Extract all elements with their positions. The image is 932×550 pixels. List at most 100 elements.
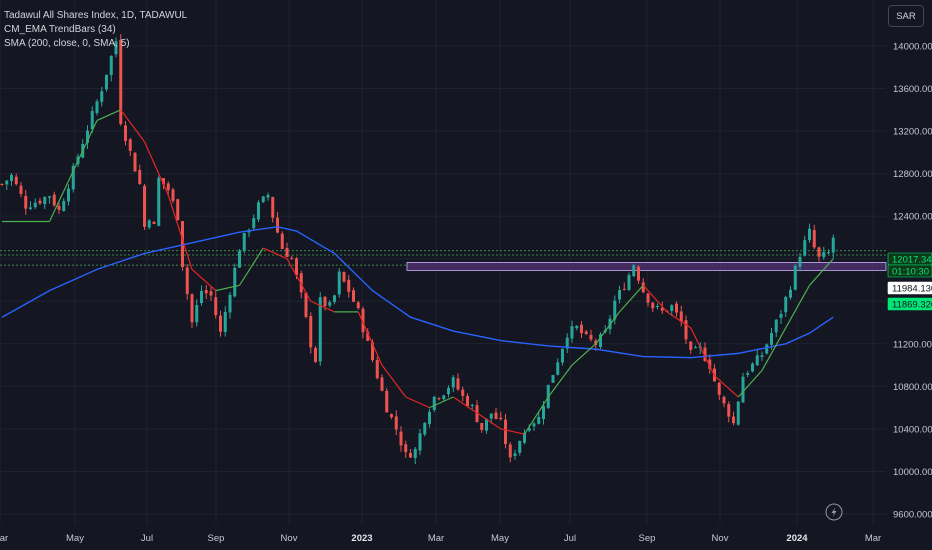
candle-body bbox=[413, 448, 417, 458]
candle-body bbox=[599, 334, 602, 347]
candle-body bbox=[271, 197, 275, 218]
supply-zone bbox=[406, 262, 887, 271]
candle-body bbox=[789, 289, 792, 298]
candle-body bbox=[304, 292, 308, 317]
candle-body bbox=[637, 266, 640, 281]
candle-body bbox=[114, 41, 118, 55]
candle-body bbox=[551, 375, 555, 383]
candle-body bbox=[299, 273, 303, 293]
candle-body bbox=[499, 417, 503, 420]
price-tag-label: 12017.340 bbox=[892, 255, 932, 266]
candle-body bbox=[447, 388, 450, 395]
candle-body bbox=[261, 196, 265, 203]
chart-legend: Tadawul All Shares Index, 1D, TADAWUL CM… bbox=[4, 9, 187, 51]
candle-body bbox=[689, 341, 693, 350]
candle-body bbox=[527, 428, 531, 431]
ema-segment bbox=[143, 141, 169, 196]
indicator-sma[interactable]: SMA (200, close, 0, SMA, 5) bbox=[4, 38, 130, 49]
y-tick-label: 13600.000 bbox=[893, 84, 932, 95]
candle-body bbox=[204, 290, 208, 294]
lightning-icon[interactable] bbox=[825, 503, 843, 521]
candle-body bbox=[613, 300, 617, 320]
candle-body bbox=[143, 185, 146, 227]
candle-body bbox=[214, 297, 218, 316]
candle-body bbox=[466, 395, 469, 407]
candle-body bbox=[242, 233, 246, 251]
candle-body bbox=[95, 101, 99, 114]
candle-body bbox=[62, 201, 66, 212]
candle-body bbox=[827, 252, 830, 254]
candle-body bbox=[556, 362, 560, 375]
x-tick-label: Mar bbox=[0, 533, 8, 544]
candle-body bbox=[24, 195, 28, 209]
candle-body bbox=[518, 441, 522, 453]
candle-body bbox=[641, 282, 645, 293]
ema-segment bbox=[263, 247, 288, 260]
candle-body bbox=[67, 188, 70, 202]
candle-body bbox=[722, 396, 726, 404]
indicator-ema[interactable]: CM_EMA TrendBars (34) bbox=[4, 24, 116, 35]
ema-segment bbox=[761, 327, 787, 371]
time-axis[interactable]: Mar May Jul Sep Nov 2023 Mar May Jul Sep Nov 2024 Ma… bbox=[0, 533, 881, 544]
candle-body bbox=[0, 184, 4, 186]
ema-segment bbox=[642, 284, 668, 313]
y-tick-label: 12800.000 bbox=[893, 169, 932, 180]
candle-body bbox=[318, 297, 322, 362]
candle-body bbox=[774, 319, 778, 333]
candle-body bbox=[627, 274, 631, 290]
candle-body bbox=[646, 293, 650, 303]
candle-body bbox=[565, 337, 569, 349]
ema-segment bbox=[571, 343, 597, 366]
candle-body bbox=[561, 348, 564, 363]
x-tick-label: 2024 bbox=[786, 533, 808, 544]
ema-segment bbox=[286, 258, 312, 302]
candle-body bbox=[171, 189, 175, 201]
candle-body bbox=[717, 382, 721, 395]
candle-body bbox=[309, 316, 313, 348]
candle-body bbox=[575, 325, 579, 329]
price-tag-label: 11869.320 bbox=[892, 300, 932, 311]
ema-segment bbox=[666, 311, 692, 329]
candle-body bbox=[328, 302, 332, 306]
candle-body bbox=[257, 202, 260, 220]
candle-body bbox=[105, 74, 108, 90]
candle-body bbox=[252, 218, 256, 229]
candle-body bbox=[333, 295, 336, 302]
currency-button[interactable]: SAR bbox=[888, 5, 924, 27]
price-axis[interactable]: 14000.000 13600.000 13200.000 12800.000 1240… bbox=[893, 42, 932, 521]
candle-body bbox=[361, 308, 365, 333]
candle-body bbox=[537, 416, 541, 424]
ema-segment bbox=[429, 396, 454, 409]
candle-body bbox=[808, 228, 811, 241]
candle-body bbox=[266, 195, 270, 198]
candle-body bbox=[656, 305, 659, 307]
ema-segment bbox=[476, 412, 502, 430]
sma-line bbox=[1, 226, 834, 359]
y-tick-label: 11200.000 bbox=[893, 339, 932, 350]
symbol-title[interactable]: Tadawul All Shares Index, 1D, TADAWUL bbox=[4, 10, 188, 21]
candle-body bbox=[442, 395, 446, 400]
ema-segment bbox=[357, 311, 383, 366]
ema-segment bbox=[785, 285, 811, 329]
candle-body bbox=[803, 240, 807, 256]
candle-body bbox=[489, 413, 493, 419]
candle-body bbox=[290, 257, 294, 259]
ema-segment bbox=[714, 375, 739, 398]
sma-200-line bbox=[1, 226, 834, 359]
candle-body bbox=[385, 390, 389, 413]
x-tick-label: 2023 bbox=[351, 533, 372, 544]
price-tag-bg bbox=[887, 264, 932, 278]
candle-body bbox=[14, 176, 18, 185]
candle-body bbox=[741, 376, 745, 403]
candle-body bbox=[622, 288, 626, 290]
candle-body bbox=[736, 401, 740, 425]
candle-body bbox=[793, 265, 797, 290]
candle-body bbox=[513, 453, 517, 457]
candle-body bbox=[675, 303, 678, 313]
candle-body bbox=[119, 39, 123, 125]
ema-segment bbox=[737, 369, 763, 398]
candle-body bbox=[670, 305, 674, 311]
candle-body bbox=[589, 334, 593, 340]
candle-body bbox=[200, 291, 203, 304]
